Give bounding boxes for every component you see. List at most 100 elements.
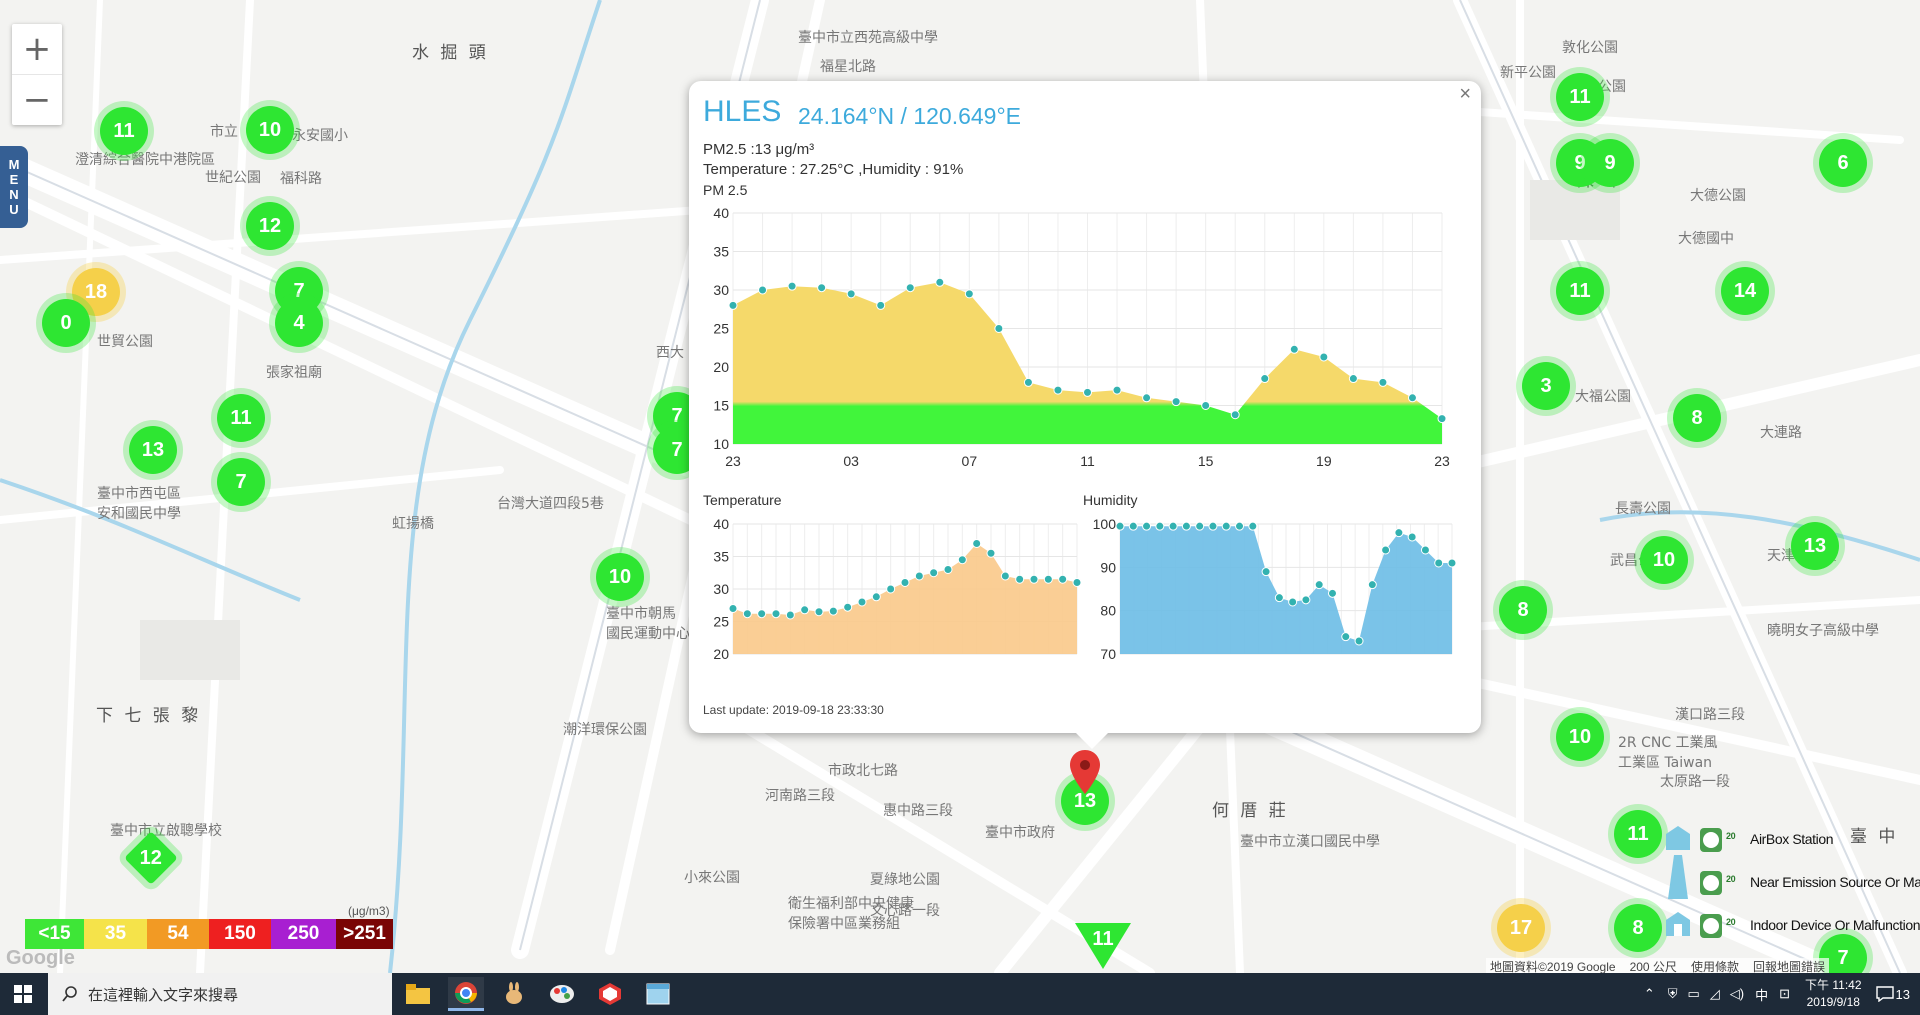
legend-segment: >251 [336, 919, 393, 949]
y-tick-label: 70 [1100, 646, 1116, 662]
sketchup-icon[interactable] [592, 977, 628, 1011]
data-point [1394, 528, 1404, 538]
data-point [886, 584, 896, 594]
data-point [943, 565, 953, 574]
terms-link[interactable]: 使用條款 [1690, 960, 1739, 973]
zoom-control[interactable]: + − [12, 24, 62, 125]
station-marker[interactable]: 9 [1586, 139, 1634, 187]
tray-network-icon[interactable]: ◿ [1709, 986, 1720, 1001]
station-marker[interactable]: 8 [1673, 394, 1721, 442]
map[interactable]: 水 掘 頭臺中市立西苑高級中學福星北路敦化公園新平公園北平公園陳 平大德公園大德… [0, 0, 1920, 973]
data-point [1407, 393, 1417, 403]
station-marker[interactable]: 13 [129, 426, 177, 474]
place-label: 西大 [656, 345, 684, 361]
data-point [1015, 574, 1025, 584]
station-marker[interactable]: 6 [1819, 139, 1867, 187]
taskbar-search[interactable]: 在這裡輸入文字來搜尋 [48, 973, 392, 1015]
tray-security-icon[interactable]: ⛨ [1667, 986, 1678, 1001]
notification-center-icon[interactable]: 13 [1875, 986, 1910, 1002]
station-marker[interactable]: 4 [275, 299, 323, 347]
station-marker[interactable]: 3 [1522, 362, 1570, 410]
station-marker-label: 10 [258, 118, 282, 141]
pm25-color-legend: <15 35 54 150 250 >251 [25, 919, 393, 949]
station-marker-label: 7 [235, 470, 247, 493]
menu-tab[interactable]: M E N U [0, 146, 28, 228]
station-marker[interactable]: 7 [217, 458, 265, 506]
data-point [929, 568, 939, 578]
windows-taskbar: 在這裡輸入文字來搜尋 ⌃ ⛨ ▭ ◿ ◁) 中 ⊡ 下午 11:42 2019/… [0, 973, 1920, 1015]
data-point [1341, 632, 1351, 642]
clock[interactable]: 下午 11:42 2019/9/18 [1805, 977, 1861, 1011]
menu-letter: U [9, 202, 19, 217]
station-marker[interactable]: 11 [1614, 810, 1662, 858]
station-marker[interactable]: 11 [100, 107, 148, 155]
station-marker-triangle[interactable]: 11 [1075, 923, 1131, 969]
station-marker[interactable]: 11 [217, 394, 265, 442]
station-marker[interactable]: 11 [1556, 267, 1604, 315]
tray-volume-icon[interactable]: ◁) [1729, 986, 1745, 1001]
station-marker-label: 13 [1073, 789, 1097, 812]
app-rabbit-icon[interactable] [496, 977, 532, 1011]
close-icon[interactable]: × [1459, 83, 1471, 105]
place-label: 張家祖廟 [266, 365, 322, 381]
station-marker[interactable]: 10 [246, 106, 294, 154]
chrome-icon[interactable] [448, 977, 484, 1011]
menu-letter: M [8, 157, 20, 172]
data-point [1115, 521, 1125, 531]
data-point [1261, 567, 1271, 577]
station-marker-label: 11 [1569, 279, 1591, 302]
app-palette-icon[interactable] [544, 977, 580, 1011]
selected-location-pin-icon[interactable] [1070, 750, 1100, 794]
tray-battery-icon[interactable]: ▭ [1687, 986, 1700, 1001]
data-point [905, 283, 915, 293]
station-marker-label: 9 [1604, 151, 1616, 174]
report-error-link[interactable]: 回報地圖錯誤 [1752, 960, 1825, 973]
place-label: 臺中市立啟聰學校 [110, 823, 222, 839]
station-marker[interactable]: 0 [42, 299, 90, 347]
data-point [800, 605, 810, 615]
station-marker[interactable]: 8 [1499, 586, 1547, 634]
place-label: 水 掘 頭 [412, 43, 489, 63]
station-marker[interactable]: 10 [1556, 713, 1604, 761]
station-marker-label: 11 [1092, 928, 1113, 950]
place-label: 世紀公園 [205, 170, 261, 186]
place-label: 敦化公園 [1562, 40, 1618, 56]
legend-segment: 35 [84, 919, 147, 949]
place-label: 臺中市立西苑高級中學 [798, 30, 938, 46]
place-label: 臺中市立漢口國民中學 [1240, 834, 1380, 850]
station-marker[interactable]: 12 [246, 202, 294, 250]
ime-indicator[interactable]: 中 [1755, 987, 1769, 1003]
data-point [1327, 588, 1337, 598]
place-label: 虹揚橋 [392, 516, 434, 532]
zoom-in-button[interactable]: + [12, 24, 62, 75]
zoom-out-button[interactable]: − [22, 80, 52, 120]
y-tick-label: 25 [713, 614, 729, 630]
legend-unit: (μg/m3) [348, 904, 390, 918]
google-logo: Google [6, 947, 75, 969]
tray-chevron-up-icon[interactable]: ⌃ [1643, 986, 1655, 1001]
app-window-icon[interactable] [640, 977, 676, 1011]
station-marker[interactable]: 10 [1640, 536, 1688, 584]
pm25-reading: PM2.5 :13 μg/m³ [703, 141, 815, 158]
station-marker[interactable]: 13 [1791, 522, 1839, 570]
station-marker[interactable]: 14 [1721, 267, 1769, 315]
place-label: 長壽公園 [1615, 501, 1671, 517]
station-marker[interactable]: 17 [1497, 904, 1545, 952]
data-point [1301, 595, 1311, 605]
x-tick-label: 15 [1198, 453, 1214, 469]
tray-input-icon[interactable]: ⊡ [1779, 986, 1791, 1001]
data-point [1381, 545, 1391, 555]
house-icon [1666, 826, 1722, 852]
place-label: 福星北路 [820, 59, 876, 75]
place-label: 大德國中 [1678, 231, 1734, 247]
place-label: 大連路 [1760, 425, 1802, 441]
data-point [1235, 521, 1245, 531]
place-label: 新平公園 [1500, 65, 1556, 81]
station-marker[interactable]: 7 [1819, 934, 1867, 973]
start-button[interactable] [0, 973, 46, 1015]
station-marker-label: 11 [1569, 85, 1591, 108]
station-marker[interactable]: 11 [1556, 73, 1604, 121]
station-marker[interactable]: 8 [1614, 904, 1662, 952]
station-marker[interactable]: 10 [596, 553, 644, 601]
file-explorer-icon[interactable] [400, 977, 436, 1011]
